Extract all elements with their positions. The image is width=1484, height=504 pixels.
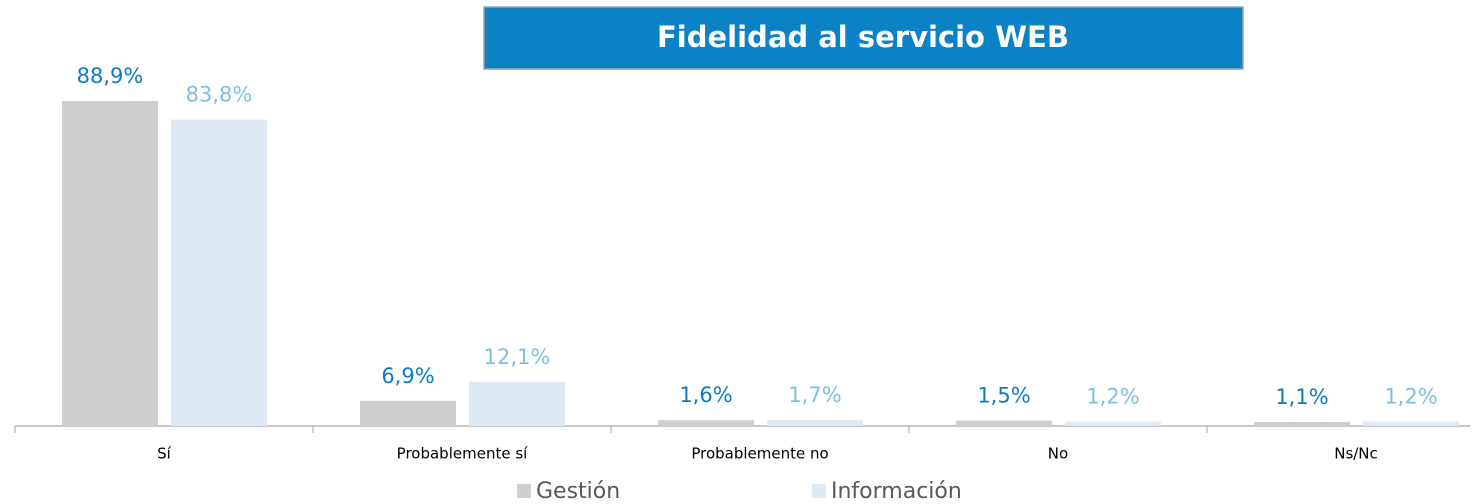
data-label: 1,2% — [1086, 385, 1139, 409]
data-label: 1,1% — [1275, 385, 1328, 409]
legend-label: Información — [831, 479, 962, 504]
title-box — [483, 6, 1244, 70]
bar — [1065, 421, 1161, 426]
bar — [360, 400, 456, 426]
chart-title: Fidelidad al servicio WEB — [657, 20, 1069, 54]
x-tick-label: Sí — [157, 445, 172, 463]
legend-swatch — [517, 484, 531, 498]
x-tick-label: No — [1048, 445, 1068, 463]
legend-swatch — [812, 484, 826, 498]
bar — [767, 419, 863, 426]
data-label: 1,2% — [1384, 385, 1437, 409]
legend-label: Gestión — [536, 479, 620, 504]
bar — [658, 420, 754, 426]
data-label: 1,5% — [977, 384, 1030, 408]
data-label: 1,6% — [679, 383, 732, 407]
bar — [956, 420, 1052, 426]
data-label: 12,1% — [484, 345, 551, 369]
bar — [1363, 421, 1459, 426]
data-label: 88,9% — [77, 64, 144, 88]
bar — [62, 100, 158, 426]
data-label: 1,7% — [788, 383, 841, 407]
bar — [1254, 421, 1350, 426]
bar — [171, 119, 267, 426]
data-label: 83,8% — [186, 83, 253, 107]
x-tick-label: Ns/Nc — [1334, 445, 1378, 463]
x-tick-label: Probablemente sí — [397, 445, 528, 463]
bar — [469, 381, 565, 426]
x-tick-label: Probablemente no — [691, 445, 828, 463]
data-label: 6,9% — [381, 364, 434, 388]
